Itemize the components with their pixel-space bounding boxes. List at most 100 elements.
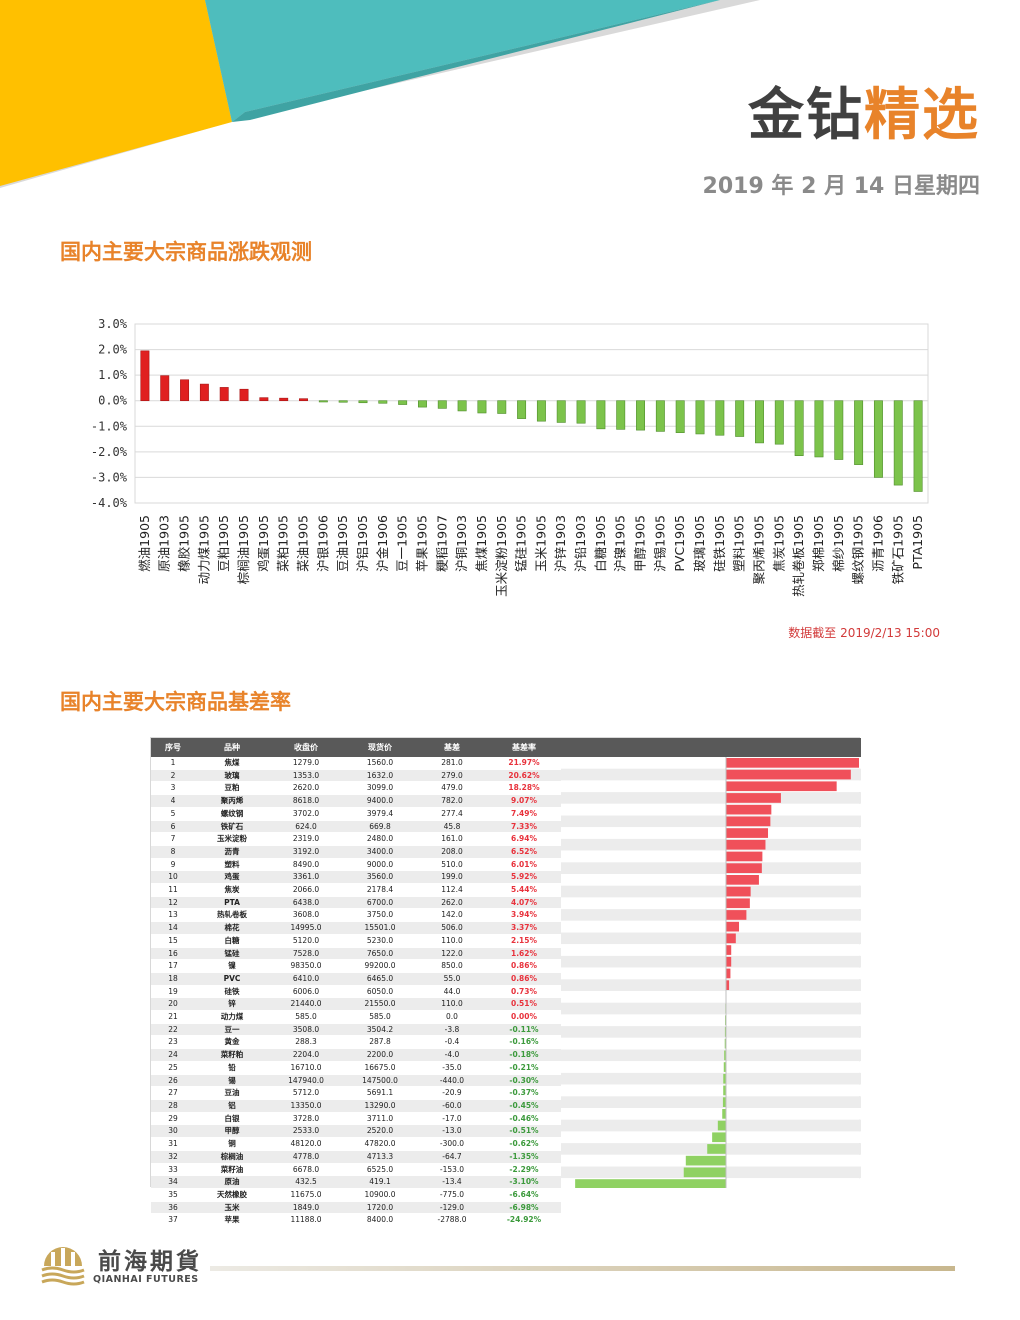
table-row: 26 锡 147940.0 147500.0 -440.0 -0.30% <box>151 1074 561 1088</box>
table-cell: 3504.2 <box>343 1023 417 1037</box>
table-cell: 2200.0 <box>343 1048 417 1062</box>
table-cell: 玉米淀粉 <box>195 832 269 846</box>
table-row: 11 焦炭 2066.0 2178.4 112.4 5.44% <box>151 883 561 897</box>
bar-燃油1905 <box>140 350 150 402</box>
bar-row-background <box>561 885 861 898</box>
table-cell: 147940.0 <box>269 1074 343 1088</box>
table-cell: 147500.0 <box>343 1074 417 1088</box>
bar-row-background <box>561 920 861 933</box>
column-header: 基差率 <box>487 738 561 757</box>
bar-玉米淀粉1905 <box>497 400 507 414</box>
table-cell: 5230.0 <box>343 934 417 948</box>
table-cell: 6410.0 <box>269 972 343 986</box>
table-row: 7 玉米淀粉 2319.0 2480.0 161.0 6.94% <box>151 832 561 846</box>
table-cell: 棉花 <box>195 921 269 935</box>
table-cell: -6.98% <box>487 1201 561 1215</box>
bar-菜油1905 <box>299 398 308 402</box>
column-header: 品种 <box>195 738 269 757</box>
table-row: 34 原油 432.5 419.1 -13.4 -3.10% <box>151 1175 561 1189</box>
table-row: 19 硅铁 6006.0 6050.0 44.0 0.73% <box>151 985 561 999</box>
bar-row-background <box>561 1061 861 1073</box>
brand-title-part1: 金钻 <box>748 83 864 148</box>
x-category-label: 燃油1905 <box>137 515 152 572</box>
bar-沪铝1905 <box>358 400 368 404</box>
table-cell: 8 <box>151 845 195 859</box>
table-row: 14 棉花 14995.0 15501.0 506.0 3.37% <box>151 921 561 935</box>
table-cell: -0.37% <box>487 1086 561 1100</box>
basis-bar-玉米淀粉 <box>726 828 769 838</box>
table-cell: 9400.0 <box>343 794 417 808</box>
bar-沪镍1905 <box>616 400 626 430</box>
table-cell: 432.5 <box>269 1175 343 1189</box>
table-row: 32 棕榈油 4778.0 4713.3 -64.7 -1.35% <box>151 1150 561 1164</box>
table-cell: -1.35% <box>487 1150 561 1164</box>
table-cell: 17 <box>151 959 195 973</box>
table-cell: 110.0 <box>417 934 487 948</box>
x-category-label: 郑棉1905 <box>811 515 826 572</box>
x-category-label: 菜粕1905 <box>276 515 291 572</box>
table-cell: 13 <box>151 908 195 923</box>
table-cell: 16675.0 <box>343 1061 417 1075</box>
table-cell: 5120.0 <box>269 934 343 948</box>
bar-鸡蛋1905 <box>259 397 269 402</box>
x-category-label: 沪锡1905 <box>652 515 667 572</box>
table-cell: 焦炭 <box>195 883 269 897</box>
x-category-label: 粳稻1907 <box>434 515 449 572</box>
table-cell: 21550.0 <box>343 997 417 1012</box>
basis-bar-鸡蛋 <box>726 863 762 873</box>
table-cell: 1353.0 <box>269 769 343 783</box>
table-cell: 142.0 <box>417 908 487 923</box>
x-category-label: 棉纱1905 <box>831 515 846 572</box>
table-cell: 3.37% <box>487 921 561 935</box>
table-cell: 6050.0 <box>343 985 417 999</box>
table-cell: 3.94% <box>487 908 561 923</box>
table-cell: -775.0 <box>417 1188 487 1202</box>
table-cell: 锌 <box>195 997 269 1012</box>
bar-白糖1905 <box>596 400 606 430</box>
bar-螺纹钢1905 <box>854 400 864 465</box>
table-cell: 669.8 <box>343 820 417 834</box>
basis-rate-table: 序号 品种 收盘价 现货价 基差 基差率 1 焦煤 1279.0 1560.0 281.0 21.9… <box>151 738 561 1228</box>
table-cell: 2204.0 <box>269 1048 343 1062</box>
table-cell: 506.0 <box>417 921 487 935</box>
table-cell: -4.0 <box>417 1048 487 1062</box>
bar-row-background <box>561 874 861 886</box>
table-cell: 黄金 <box>195 1035 269 1050</box>
basis-bar-PTA <box>726 886 751 897</box>
table-cell: 510.0 <box>417 858 487 872</box>
table-cell: 3560.0 <box>343 870 417 885</box>
table-cell: 镍 <box>195 959 269 973</box>
table-cell: 5712.0 <box>269 1086 343 1100</box>
basis-bar-豆粕 <box>726 781 837 792</box>
table-cell: -0.21% <box>487 1061 561 1075</box>
basis-bar-甲醇 <box>722 1097 726 1107</box>
table-cell: 4 <box>151 794 195 808</box>
table-cell: 1279.0 <box>269 757 343 770</box>
table-cell: 9 <box>151 858 195 872</box>
table-cell: 479.0 <box>417 781 487 796</box>
table-cell: 硅铁 <box>195 985 269 999</box>
data-cutoff-note: 数据截至 2019/2/13 15:00 <box>788 626 940 640</box>
table-cell: 3711.0 <box>343 1112 417 1126</box>
x-category-label: 豆一1905 <box>395 515 410 572</box>
bar-row-background <box>561 932 861 945</box>
table-cell: 2319.0 <box>269 832 343 846</box>
table-row: 13 热轧卷板 3608.0 3750.0 142.0 3.94% <box>151 908 561 923</box>
table-cell: 15 <box>151 934 195 948</box>
y-tick-label: -1.0% <box>91 419 128 433</box>
table-cell: -20.9 <box>417 1086 487 1100</box>
basis-bar-原油 <box>707 1144 726 1154</box>
table-cell: 34 <box>151 1175 195 1189</box>
x-category-label: 白糖1905 <box>593 515 608 572</box>
x-category-label: 锰硅1905 <box>514 515 529 572</box>
table-cell: 277.4 <box>417 807 487 821</box>
basis-bar-玉米 <box>683 1167 726 1178</box>
x-category-label: 焦煤1905 <box>474 515 489 572</box>
table-cell: -0.46% <box>487 1112 561 1126</box>
y-tick-label: 0.0% <box>98 394 128 408</box>
table-cell: 豆一 <box>195 1023 269 1037</box>
bar-沪锌1903 <box>556 400 566 423</box>
table-cell: 281.0 <box>417 757 487 770</box>
y-tick-label: -2.0% <box>91 445 128 459</box>
table-cell: -3.8 <box>417 1023 487 1037</box>
